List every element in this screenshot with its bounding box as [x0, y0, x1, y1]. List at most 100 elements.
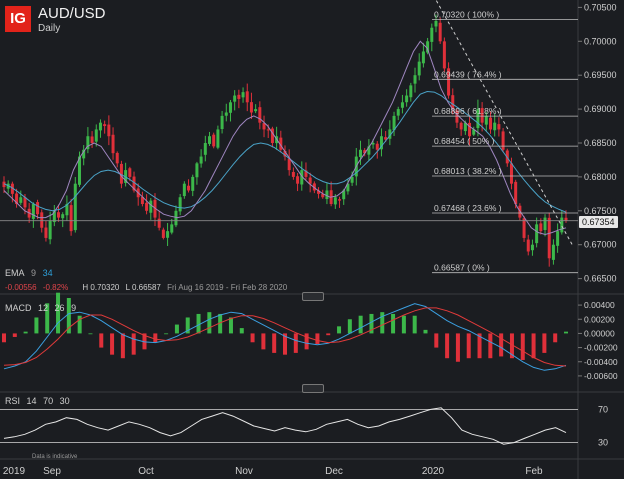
x-axis-label: Sep: [43, 466, 61, 477]
candle-body: [279, 137, 283, 150]
macd-histogram-bar: [153, 333, 158, 343]
candle-body: [333, 197, 337, 205]
candle-body: [132, 176, 136, 191]
candle-body: [228, 102, 232, 113]
macd-histogram-bar: [88, 333, 93, 335]
candle-body: [287, 158, 291, 171]
ema-legend: EMA 9 34: [5, 268, 57, 278]
candle-body: [262, 123, 266, 130]
candle-body: [526, 239, 530, 252]
fib-level-label: 0.68896 ( 61.8% ): [434, 106, 502, 116]
candle-body: [560, 217, 564, 233]
period-high: H 0.70320: [82, 283, 120, 292]
macd-histogram-bar: [369, 313, 374, 334]
candle-body: [103, 124, 107, 127]
candle-body: [111, 134, 115, 154]
macd-histogram-bar: [218, 313, 223, 334]
candle-body: [308, 177, 312, 184]
candle-body: [161, 229, 165, 238]
candle-body: [547, 217, 551, 259]
ema-slow-period: 34: [42, 268, 53, 278]
candle-body: [191, 176, 195, 191]
price-change: -0.00556: [5, 283, 37, 292]
candle-body: [19, 197, 23, 203]
candle-body: [182, 183, 186, 197]
candle-body: [358, 149, 362, 158]
candle-body: [86, 136, 90, 150]
macd-histogram-bar: [174, 324, 179, 334]
x-axis-label: Dec: [325, 466, 343, 477]
candle-body: [522, 218, 526, 238]
macd-histogram-bar: [131, 333, 136, 355]
macd-axis-tick: -0.00200: [584, 343, 618, 353]
macd-histogram-bar: [23, 331, 28, 334]
candle-body: [77, 156, 81, 185]
candle-body: [237, 94, 241, 99]
candle-body: [543, 217, 547, 231]
period-low: L 0.66587: [125, 283, 161, 292]
candle-body: [140, 196, 144, 205]
chart-title: AUD/USD: [38, 5, 106, 22]
macd-histogram-bar: [553, 333, 558, 343]
macd-histogram-bar: [196, 313, 201, 334]
candle-body: [350, 176, 354, 183]
price-axis-tick: 0.67500: [584, 206, 617, 216]
candle-body: [15, 193, 19, 205]
x-axis-label: 2019: [3, 466, 26, 477]
candle-body: [258, 107, 262, 123]
x-axis-label: 2020: [422, 466, 445, 477]
candle-body: [170, 224, 174, 233]
candle-body: [447, 68, 451, 96]
price-change-pct: -0.82%: [42, 283, 69, 292]
candle-body: [36, 202, 40, 215]
candle-body: [249, 102, 253, 113]
macd-histogram-bar: [337, 326, 342, 334]
ema-9-line: [3, 40, 567, 236]
macd-histogram-bar: [110, 333, 115, 355]
candle-body: [392, 115, 396, 131]
macd-histogram-bar: [77, 315, 82, 334]
price-axis-tick: 0.66500: [584, 274, 617, 284]
pane-resize-handle-rsi[interactable]: [302, 384, 324, 393]
disclaimer: Data is indicative: [32, 454, 78, 460]
candle-body: [212, 134, 216, 147]
macd-histogram-bar: [239, 328, 244, 334]
macd-histogram-bar: [2, 333, 6, 343]
price-axis-tick: 0.70000: [584, 36, 617, 46]
pane-resize-handle-macd[interactable]: [302, 292, 324, 301]
ema-fast-period: 9: [31, 268, 37, 278]
macd-histogram-bar: [272, 333, 277, 353]
rsi-upper: 70: [43, 396, 54, 406]
candle-body: [514, 181, 518, 205]
date-range: Fri Aug 16 2019 - Fri Feb 28 2020: [167, 283, 288, 292]
macd-axis-tick: -0.00400: [584, 357, 618, 367]
ema-34-line: [3, 90, 567, 213]
macd-histogram-bar: [380, 312, 385, 334]
candle-body: [174, 210, 178, 226]
macd-histogram-bar: [531, 333, 536, 359]
candle-body: [115, 152, 119, 164]
macd-signal-line: [3, 307, 567, 367]
candle-body: [551, 244, 555, 260]
macd-axis-tick: 0.00400: [584, 300, 615, 310]
candle-body: [501, 131, 505, 150]
candle-body: [476, 109, 480, 129]
candle-body: [195, 163, 199, 178]
macd-histogram-bar: [520, 333, 525, 360]
candle-body: [539, 223, 543, 232]
candle-body: [321, 193, 325, 198]
ig-logo: IG: [5, 6, 31, 32]
macd-fast: 12: [38, 303, 49, 313]
macd-histogram-bar: [283, 333, 287, 355]
macd-histogram-bar: [401, 315, 406, 334]
candle-body: [2, 181, 6, 188]
candle-body: [40, 212, 44, 228]
macd-axis-tick: 0.00000: [584, 328, 615, 338]
candle-body: [379, 136, 383, 150]
fib-level-label: 0.68013 ( 38.2% ): [434, 166, 502, 176]
candle-body: [199, 156, 203, 164]
candle-body: [107, 124, 111, 137]
macd-label: MACD: [5, 303, 32, 313]
candle-body: [73, 183, 77, 231]
candle-body: [119, 163, 123, 184]
